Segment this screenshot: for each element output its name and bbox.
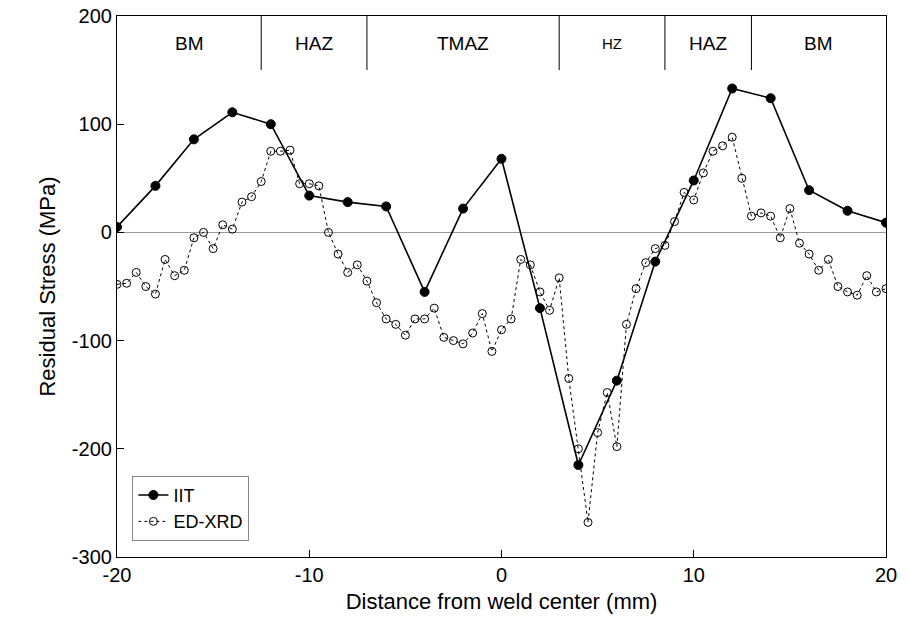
svg-text:Distance from weld center (mm): Distance from weld center (mm) xyxy=(346,589,658,614)
svg-text:100: 100 xyxy=(79,113,112,135)
svg-text:10: 10 xyxy=(683,564,705,586)
svg-text:-100: -100 xyxy=(72,330,112,352)
svg-text:0: 0 xyxy=(101,221,112,243)
svg-text:ED-XRD: ED-XRD xyxy=(173,512,242,532)
svg-text:HZ: HZ xyxy=(602,35,622,52)
svg-text:Residual Stress (MPa): Residual Stress (MPa) xyxy=(35,176,60,396)
svg-text:-300: -300 xyxy=(72,546,112,568)
svg-text:TMAZ: TMAZ xyxy=(437,33,489,54)
svg-text:0: 0 xyxy=(496,564,507,586)
svg-text:IIT: IIT xyxy=(173,486,194,506)
svg-text:BM: BM xyxy=(175,33,204,54)
svg-text:-20: -20 xyxy=(103,564,132,586)
svg-text:200: 200 xyxy=(79,5,112,27)
svg-text:-200: -200 xyxy=(72,438,112,460)
svg-text:HAZ: HAZ xyxy=(689,33,727,54)
svg-text:20: 20 xyxy=(875,564,897,586)
svg-text:-10: -10 xyxy=(295,564,324,586)
svg-text:BM: BM xyxy=(804,33,833,54)
svg-text:HAZ: HAZ xyxy=(295,33,333,54)
